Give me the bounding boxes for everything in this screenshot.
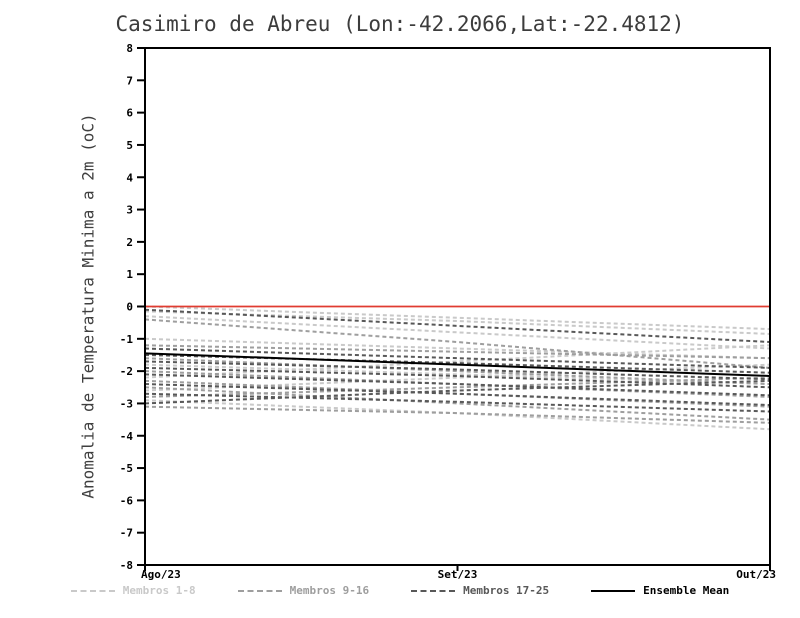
legend-item-members-17-25: Membros 17-25 <box>411 584 549 597</box>
x-tick-label: Out/23 <box>736 568 776 581</box>
y-tick-label: -2 <box>120 365 133 378</box>
y-tick-label: 3 <box>126 204 133 217</box>
legend-item-members-9-16: Membros 9-16 <box>237 584 370 597</box>
y-tick-label: 4 <box>126 171 133 184</box>
legend-label-members-17-25: Membros 17-25 <box>463 584 550 597</box>
member-line-group-2 <box>144 376 771 398</box>
chart-title: Casimiro de Abreu (Lon:-42.2066,Lat:-22.… <box>115 12 685 36</box>
member-line-group-1 <box>144 305 771 331</box>
y-tick-label: 1 <box>126 268 133 281</box>
y-tick-label: 7 <box>126 74 133 87</box>
member-line-group-3 <box>144 373 771 397</box>
member-line-group-1 <box>144 315 771 350</box>
member-line-group-2 <box>144 357 771 386</box>
member-line-group-2 <box>144 370 771 398</box>
legend-line-members-9-16 <box>237 589 282 592</box>
member-line-group-2 <box>144 386 771 421</box>
member-line-group-3 <box>144 379 771 405</box>
member-line-group-3 <box>144 360 771 381</box>
x-tick-label: Set/23 <box>438 568 478 581</box>
y-tick-label: -8 <box>120 559 133 572</box>
member-line-group-1 <box>144 337 771 360</box>
legend-label-members-9-16: Membros 9-16 <box>289 584 370 597</box>
member-line-group-1 <box>144 310 771 335</box>
x-tick-label: Ago/23 <box>141 568 181 581</box>
member-line-group-1 <box>144 344 771 379</box>
legend-line-members-17-25 <box>411 589 456 592</box>
y-tick-label: -4 <box>120 430 134 443</box>
y-tick-label: -5 <box>120 462 133 475</box>
ensemble-mean-line <box>144 352 771 377</box>
y-tick-label: 6 <box>126 107 133 120</box>
legend-label-ensemble-mean: Ensemble Mean <box>643 584 730 597</box>
y-tick-label: 8 <box>126 42 133 55</box>
member-line-group-3 <box>144 392 771 413</box>
y-tick-label: 2 <box>126 236 133 249</box>
y-tick-label: 0 <box>126 301 133 314</box>
member-line-group-2 <box>144 318 771 369</box>
member-line-group-1 <box>144 399 771 431</box>
member-line-group-3 <box>144 383 771 407</box>
legend: Membros 1-8 Membros 9-16 Membros 17-25 E… <box>0 584 800 597</box>
member-line-group-3 <box>144 308 771 344</box>
member-line-group-2 <box>144 379 771 408</box>
legend-line-ensemble-mean <box>591 589 636 592</box>
y-tick-label: -1 <box>120 333 134 346</box>
legend-label-members-1-8: Membros 1-8 <box>122 584 196 597</box>
y-tick-label: -6 <box>120 494 134 507</box>
member-line-group-2 <box>144 405 771 424</box>
legend-item-ensemble-mean: Ensemble Mean <box>591 584 729 597</box>
legend-item-members-1-8: Membros 1-8 <box>70 584 196 597</box>
member-line-group-3 <box>144 347 771 369</box>
member-line-group-2 <box>144 344 771 360</box>
y-tick-label: 5 <box>126 139 133 152</box>
member-line-group-3 <box>144 353 771 374</box>
y-tick-label: -3 <box>120 397 133 410</box>
y-tick-label: -7 <box>120 527 133 540</box>
legend-line-members-1-8 <box>70 589 115 592</box>
